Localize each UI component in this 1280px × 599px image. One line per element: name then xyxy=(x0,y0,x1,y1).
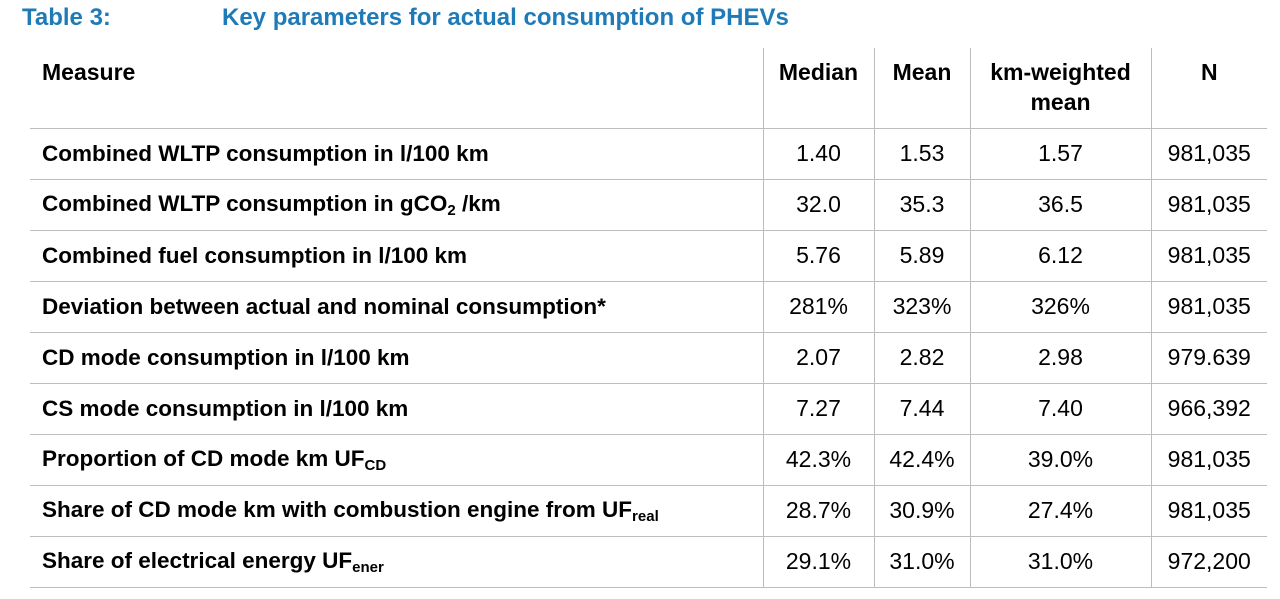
measure-label: CD mode consumption in l/100 km xyxy=(42,344,410,370)
table-row: Combined WLTP consumption in gCO2 /km 32.… xyxy=(30,178,1267,230)
km-weighted-mean-cell: 7.40 xyxy=(969,382,1151,434)
measure-cell: Combined WLTP consumption in l/100 km xyxy=(30,127,763,179)
table-row: CD mode consumption in l/100 km 2.07 2.82 2… xyxy=(30,331,1267,383)
measure-label: Share of CD mode km with combustion engi… xyxy=(42,496,633,522)
median-cell: 2.07 xyxy=(762,331,874,383)
median-cell: 5.76 xyxy=(762,229,874,281)
table-title: Key parameters for actual consumption of… xyxy=(222,4,789,31)
table-caption: Table 3: Key parameters for actual consu… xyxy=(22,4,1280,34)
measure-cell: Combined fuel consumption in l/100 km xyxy=(30,229,763,281)
parameters-table: Measure Median Mean km-weighted mean N C… xyxy=(30,48,1267,588)
n-cell: 972,200 xyxy=(1150,535,1267,588)
km-weighted-mean-cell: 27.4% xyxy=(969,484,1151,536)
measure-label: Combined WLTP consumption in gCO xyxy=(42,190,448,216)
measure-subscript: real xyxy=(632,507,659,525)
table-row: Deviation between actual and nominal con… xyxy=(30,280,1267,332)
median-cell: 1.40 xyxy=(762,127,874,179)
measure-cell: Proportion of CD mode km UFCD xyxy=(30,433,763,485)
column-header-mean: Mean xyxy=(873,48,970,128)
mean-cell: 31.0% xyxy=(873,535,970,588)
measure-cell: CD mode consumption in l/100 km xyxy=(30,331,763,383)
measure-label: Deviation between actual and nominal con… xyxy=(42,293,606,319)
mean-cell: 2.82 xyxy=(873,331,970,383)
table-row: CS mode consumption in l/100 km 7.27 7.44 7… xyxy=(30,382,1267,434)
n-cell: 979.639 xyxy=(1150,331,1267,383)
column-header-n: N xyxy=(1150,48,1267,128)
table-row: Proportion of CD mode km UFCD 42.3% 42.4% 3… xyxy=(30,433,1267,485)
table-body: Combined WLTP consumption in l/100 km 1.4… xyxy=(30,127,1267,588)
table-row: Combined fuel consumption in l/100 km 5.7… xyxy=(30,229,1267,281)
median-cell: 32.0 xyxy=(762,178,874,230)
table-header-row: Measure Median Mean km-weighted mean N xyxy=(30,48,1267,128)
measure-subscript: ener xyxy=(352,558,384,576)
measure-label: Proportion of CD mode km UF xyxy=(42,445,365,471)
mean-cell: 42.4% xyxy=(873,433,970,485)
n-cell: 981,035 xyxy=(1150,229,1267,281)
measure-label-suffix: /km xyxy=(455,190,501,216)
median-cell: 42.3% xyxy=(762,433,874,485)
mean-cell: 1.53 xyxy=(873,127,970,179)
measure-cell: Share of CD mode km with combustion engi… xyxy=(30,484,763,536)
measure-label: Combined fuel consumption in l/100 km xyxy=(42,242,468,268)
n-cell: 981,035 xyxy=(1150,433,1267,485)
median-cell: 29.1% xyxy=(762,535,874,588)
table-row: Combined WLTP consumption in l/100 km 1.4… xyxy=(30,127,1267,179)
km-weighted-mean-cell: 326% xyxy=(969,280,1151,332)
n-cell: 981,035 xyxy=(1150,280,1267,332)
column-header-km-weighted-line1: km-weighted xyxy=(990,59,1131,85)
measure-label: CS mode consumption in l/100 km xyxy=(42,395,409,421)
km-weighted-mean-cell: 6.12 xyxy=(969,229,1151,281)
column-header-km-weighted-line2: mean xyxy=(1030,89,1091,115)
table-row: Share of CD mode km with combustion engi… xyxy=(30,484,1267,536)
mean-cell: 35.3 xyxy=(873,178,970,230)
median-cell: 28.7% xyxy=(762,484,874,536)
km-weighted-mean-cell: 36.5 xyxy=(969,178,1151,230)
n-cell: 981,035 xyxy=(1150,127,1267,179)
measure-cell: Share of electrical energy UFener xyxy=(30,535,763,588)
measure-label: Combined WLTP consumption in l/100 km xyxy=(42,140,489,166)
median-cell: 7.27 xyxy=(762,382,874,434)
n-cell: 981,035 xyxy=(1150,178,1267,230)
measure-cell: CS mode consumption in l/100 km xyxy=(30,382,763,434)
km-weighted-mean-cell: 1.57 xyxy=(969,127,1151,179)
mean-cell: 323% xyxy=(873,280,970,332)
km-weighted-mean-cell: 39.0% xyxy=(969,433,1151,485)
measure-subscript: 2 xyxy=(447,201,456,219)
measure-label: Share of electrical energy UF xyxy=(42,547,353,573)
mean-cell: 5.89 xyxy=(873,229,970,281)
median-cell: 281% xyxy=(762,280,874,332)
table-row: Share of electrical energy UFener 29.1% 31… xyxy=(30,535,1267,588)
measure-cell: Combined WLTP consumption in gCO2 /km xyxy=(30,178,763,230)
column-header-median: Median xyxy=(762,48,874,128)
mean-cell: 30.9% xyxy=(873,484,970,536)
column-header-km-weighted-mean: km-weighted mean xyxy=(969,48,1151,128)
column-header-measure: Measure xyxy=(42,59,136,85)
km-weighted-mean-cell: 2.98 xyxy=(969,331,1151,383)
table-number: Table 3: xyxy=(22,4,111,31)
km-weighted-mean-cell: 31.0% xyxy=(969,535,1151,588)
n-cell: 981,035 xyxy=(1150,484,1267,536)
n-cell: 966,392 xyxy=(1150,382,1267,434)
measure-subscript: CD xyxy=(364,456,387,474)
mean-cell: 7.44 xyxy=(873,382,970,434)
measure-cell: Deviation between actual and nominal con… xyxy=(30,280,763,332)
